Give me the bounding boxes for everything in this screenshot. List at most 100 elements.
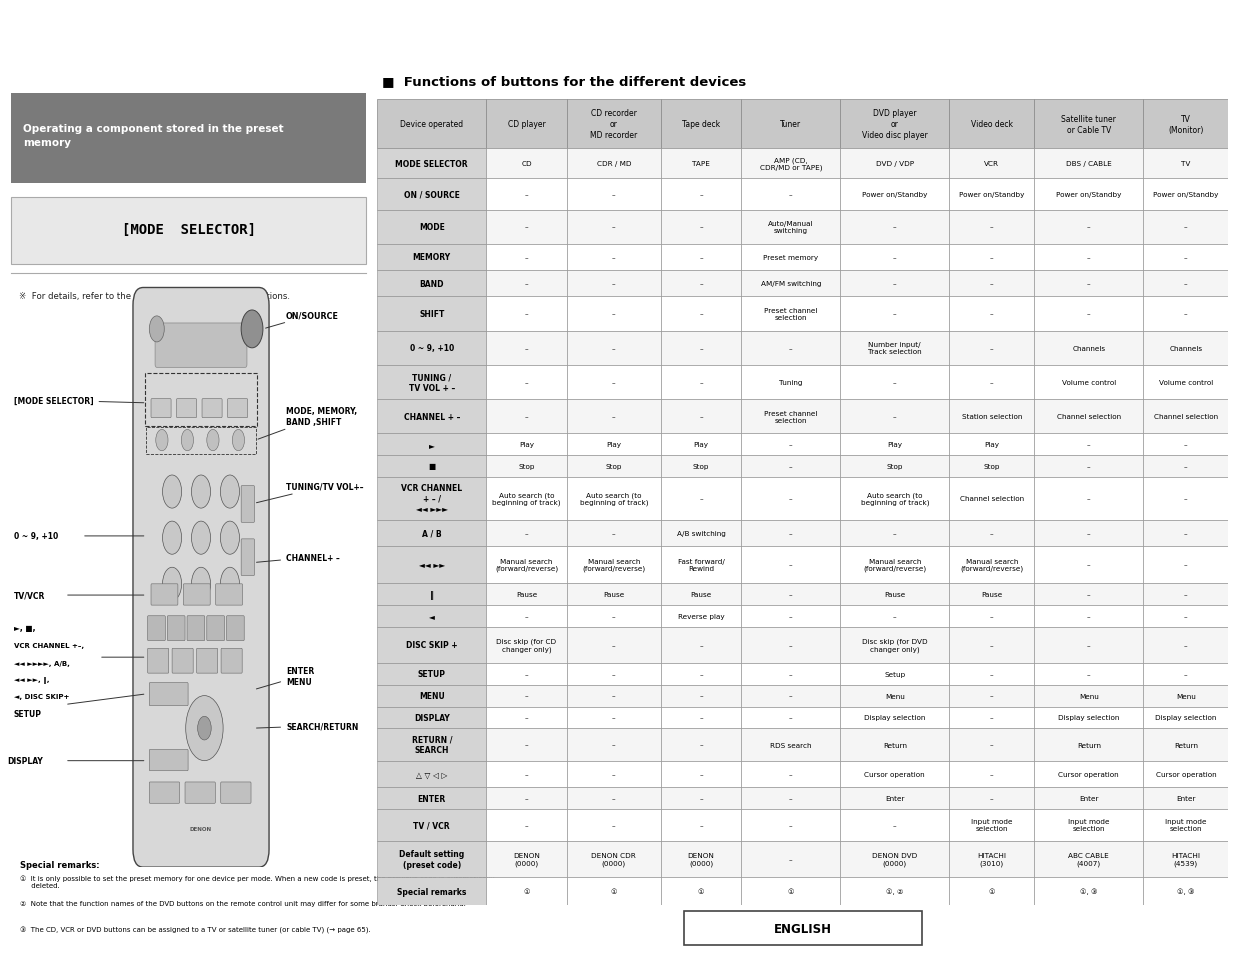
Bar: [567, 605, 661, 627]
Text: –: –: [612, 345, 616, 352]
Bar: [840, 271, 949, 297]
Text: Play: Play: [520, 442, 534, 448]
Bar: [567, 877, 661, 905]
Bar: [741, 584, 840, 605]
Bar: [661, 211, 741, 245]
Bar: [661, 150, 741, 179]
Text: DENON CDR
(0000): DENON CDR (0000): [591, 852, 636, 865]
Bar: [840, 627, 949, 663]
Text: –: –: [990, 281, 993, 287]
Bar: [567, 366, 661, 399]
Text: TUNING /
TV VOL + –: TUNING / TV VOL + –: [408, 373, 455, 393]
Bar: [1143, 809, 1228, 841]
Text: ③  The CD, VCR or DVD buttons can be assigned to a TV or satellite tuner (or cab: ③ The CD, VCR or DVD buttons can be assi…: [20, 926, 370, 933]
Bar: [661, 100, 741, 150]
Bar: [741, 366, 840, 399]
Text: MODE SELECTOR: MODE SELECTOR: [396, 159, 468, 169]
FancyBboxPatch shape: [134, 288, 270, 867]
Text: Power on/Standby: Power on/Standby: [862, 192, 928, 197]
Bar: [1034, 707, 1143, 728]
Bar: [949, 761, 1034, 788]
Text: –: –: [699, 796, 703, 801]
Text: –: –: [1087, 562, 1091, 568]
Text: ①: ①: [611, 888, 617, 894]
Text: –: –: [612, 772, 616, 778]
Bar: [840, 788, 949, 809]
Text: CD: CD: [521, 161, 532, 167]
Bar: [486, 761, 567, 788]
Text: Cursor operation: Cursor operation: [1155, 772, 1216, 778]
FancyBboxPatch shape: [151, 584, 178, 605]
Bar: [11, 197, 366, 265]
Text: –: –: [524, 281, 528, 287]
Text: Special remarks:: Special remarks:: [20, 861, 99, 869]
Text: –: –: [1184, 442, 1188, 448]
Text: –: –: [699, 254, 703, 261]
Bar: [567, 150, 661, 179]
Text: –: –: [893, 822, 897, 828]
Bar: [1034, 399, 1143, 434]
Text: –: –: [990, 254, 993, 261]
Text: Manual search
(forward/reverse): Manual search (forward/reverse): [583, 558, 646, 572]
Bar: [949, 179, 1034, 211]
Bar: [377, 271, 486, 297]
Text: –: –: [893, 379, 897, 386]
Bar: [949, 877, 1034, 905]
Bar: [661, 456, 741, 477]
Text: CDR / MD: CDR / MD: [596, 161, 631, 167]
FancyBboxPatch shape: [228, 399, 247, 418]
FancyBboxPatch shape: [147, 617, 166, 641]
Text: –: –: [524, 192, 528, 197]
Text: –: –: [990, 796, 993, 801]
Circle shape: [162, 476, 182, 509]
Bar: [949, 150, 1034, 179]
Bar: [1034, 211, 1143, 245]
Text: MODE, MEMORY,
BAND ,SHIFT: MODE, MEMORY, BAND ,SHIFT: [259, 407, 357, 439]
Text: Default setting
(preset code): Default setting (preset code): [400, 849, 464, 869]
Text: ①, ③: ①, ③: [1178, 888, 1195, 895]
Bar: [840, 877, 949, 905]
Text: –: –: [789, 463, 793, 470]
Text: Satellite tuner
or Cable TV: Satellite tuner or Cable TV: [1061, 114, 1116, 134]
Text: –: –: [1184, 530, 1188, 537]
Text: –: –: [789, 693, 793, 699]
Text: –: –: [1184, 562, 1188, 568]
Text: –: –: [699, 642, 703, 648]
Text: CD player: CD player: [507, 120, 546, 129]
Text: DVD player
or
Video disc player: DVD player or Video disc player: [862, 110, 928, 140]
Bar: [741, 100, 840, 150]
Bar: [486, 877, 567, 905]
Bar: [486, 366, 567, 399]
Text: Tuner: Tuner: [781, 120, 802, 129]
Text: –: –: [1087, 530, 1091, 537]
Bar: [741, 877, 840, 905]
Bar: [486, 707, 567, 728]
Bar: [486, 841, 567, 877]
Text: Volume control: Volume control: [1061, 379, 1116, 386]
Bar: [741, 150, 840, 179]
Bar: [486, 434, 567, 456]
Circle shape: [220, 521, 240, 555]
Text: Enter: Enter: [1176, 796, 1196, 801]
Bar: [377, 841, 486, 877]
Text: –: –: [612, 715, 616, 720]
Text: DISPLAY: DISPLAY: [7, 757, 43, 765]
Bar: [1034, 605, 1143, 627]
Text: Manual search
(forward/reverse): Manual search (forward/reverse): [863, 558, 927, 572]
Bar: [949, 271, 1034, 297]
Bar: [486, 728, 567, 761]
Text: –: –: [612, 671, 616, 678]
Bar: [1034, 297, 1143, 332]
Text: △ ▽ ◁ ▷: △ ▽ ◁ ▷: [416, 770, 448, 779]
Text: –: –: [1087, 463, 1091, 470]
Bar: [377, 546, 486, 584]
Bar: [1143, 685, 1228, 707]
Text: –: –: [612, 192, 616, 197]
Text: TV/VCR: TV/VCR: [14, 591, 46, 600]
Bar: [1143, 707, 1228, 728]
Bar: [1034, 332, 1143, 366]
Bar: [377, 809, 486, 841]
Bar: [1143, 434, 1228, 456]
Text: –: –: [1087, 225, 1091, 231]
Bar: [840, 297, 949, 332]
